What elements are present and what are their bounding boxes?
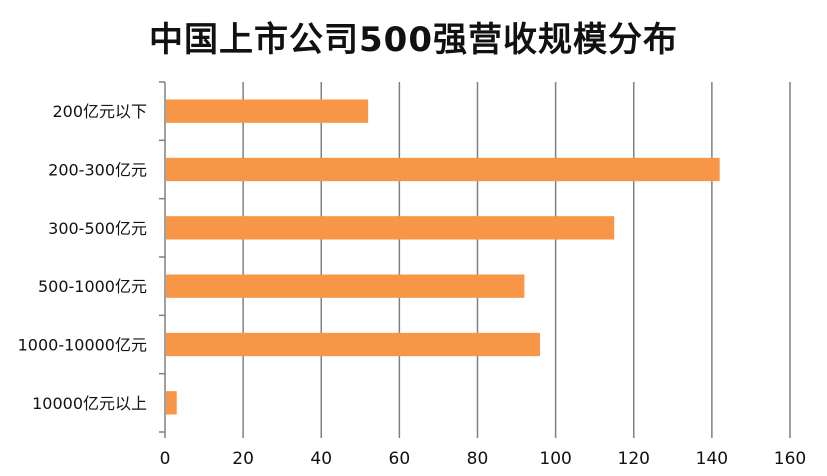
bar [166,216,615,240]
category-label: 300-500亿元 [48,219,147,238]
bar [166,274,525,298]
x-tick-label: 60 [389,449,411,469]
x-tick-label: 0 [160,449,171,469]
category-label: 500-1000亿元 [38,277,147,296]
x-tick-label: 80 [467,449,489,469]
x-tick-label: 100 [539,449,571,469]
bar [166,332,540,357]
x-tick-label: 160 [774,449,806,469]
category-label: 10000亿元以上 [32,394,147,413]
x-tick-label: 40 [310,449,332,469]
x-tick-label: 120 [618,449,650,469]
x-tick-label: 140 [696,449,728,469]
category-label: 200-300亿元 [48,161,147,180]
bar [166,99,369,123]
bar [166,391,177,415]
x-tick-label: 20 [232,449,254,469]
bar [166,157,720,182]
category-label: 200亿元以下 [52,102,147,121]
category-label: 1000-10000亿元 [18,336,147,355]
chart-title: 中国上市公司500强营收规模分布 [149,20,678,60]
